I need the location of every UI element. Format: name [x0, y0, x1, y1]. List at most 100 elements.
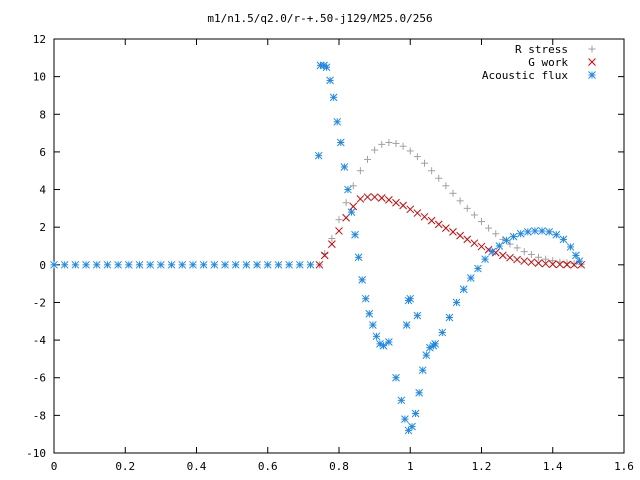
data-point	[456, 231, 464, 240]
plot-frame	[53, 38, 625, 454]
data-point	[575, 257, 584, 265]
data-point	[178, 260, 187, 269]
data-point	[485, 224, 493, 232]
data-point	[442, 224, 450, 232]
data-point	[71, 260, 80, 269]
x-tick-label: 1	[407, 460, 414, 473]
data-point	[428, 167, 436, 175]
data-point	[459, 285, 468, 294]
data-point	[316, 61, 325, 70]
data-point	[452, 298, 461, 307]
legend-label: G work	[528, 56, 568, 69]
data-point	[520, 248, 528, 256]
data-point	[340, 163, 349, 171]
y-tick-label: -2	[33, 296, 46, 309]
data-point	[335, 227, 343, 235]
data-point	[274, 260, 283, 269]
y-tick-label: 0	[39, 259, 46, 272]
data-point	[354, 253, 363, 262]
data-point	[413, 209, 422, 217]
data-point	[399, 201, 407, 210]
x-tick-label: 0.8	[329, 460, 349, 473]
data-point	[114, 260, 122, 269]
data-point	[231, 260, 240, 269]
data-point	[82, 260, 90, 269]
data-point	[365, 309, 374, 318]
axes-layer: 0 0.2 0.4 0.6 0.8 1 1.2 1.4 1.6 -10 -8 -6 -4 -2 0 2 4 6 8 1…	[26, 33, 634, 473]
data-point	[563, 259, 571, 267]
data-point	[333, 117, 342, 126]
data-point	[435, 174, 443, 182]
data-point	[320, 251, 329, 260]
legend-label: R stress	[515, 43, 568, 56]
data-point	[342, 199, 350, 207]
data-point	[413, 311, 422, 320]
data-point	[167, 260, 176, 269]
legend-marker	[588, 45, 596, 53]
data-point	[344, 185, 352, 194]
data-point	[478, 218, 485, 226]
data-point	[392, 139, 400, 147]
data-point	[361, 294, 370, 303]
data-point	[516, 229, 525, 238]
data-point	[363, 193, 372, 201]
legend-marker	[588, 71, 596, 79]
data-point	[520, 257, 529, 265]
data-point	[329, 93, 338, 102]
data-point	[541, 259, 550, 268]
data-point	[488, 247, 497, 256]
y-tick-label: 6	[39, 146, 46, 159]
y-tick-label: 2	[39, 221, 46, 234]
data-point	[534, 259, 543, 267]
data-point	[470, 239, 479, 248]
data-point	[527, 258, 536, 267]
data-point	[531, 227, 539, 235]
data-point	[322, 63, 331, 72]
data-point	[347, 208, 356, 216]
data-point	[549, 257, 557, 265]
series-g-work	[315, 193, 586, 269]
data-point	[535, 253, 542, 261]
data-point	[253, 260, 261, 269]
data-point	[364, 155, 371, 163]
data-point	[328, 234, 336, 242]
data-point	[559, 235, 568, 244]
data-point	[349, 182, 357, 190]
data-point	[221, 260, 229, 269]
data-point	[50, 260, 58, 269]
data-point	[399, 142, 407, 150]
data-point	[397, 396, 406, 405]
data-point	[411, 409, 420, 418]
x-tick-label: 1.4	[543, 460, 563, 473]
data-point	[566, 243, 575, 251]
legend-marker	[588, 58, 596, 66]
series-layer	[50, 61, 586, 435]
data-point	[445, 313, 454, 322]
data-point	[328, 240, 336, 248]
data-point	[538, 227, 546, 235]
data-point	[495, 242, 504, 250]
data-point	[377, 194, 386, 202]
data-point	[420, 212, 429, 221]
data-point	[336, 138, 345, 147]
data-point	[474, 264, 482, 273]
data-point	[326, 76, 334, 85]
data-point	[413, 153, 421, 161]
data-point	[456, 197, 464, 205]
x-tick-label: 0	[51, 460, 58, 473]
data-point	[545, 228, 554, 236]
data-point	[509, 232, 518, 241]
data-point	[492, 230, 500, 238]
data-point	[124, 260, 133, 269]
data-point	[427, 216, 436, 225]
data-point	[314, 151, 323, 160]
data-point	[477, 242, 486, 251]
data-point	[385, 139, 393, 146]
data-point	[60, 260, 69, 269]
x-tick-label: 0.6	[258, 460, 278, 473]
data-point	[189, 260, 197, 269]
data-point	[406, 147, 414, 155]
legend-label: Acoustic flux	[482, 69, 568, 82]
data-point	[379, 341, 388, 350]
data-point	[463, 235, 472, 244]
